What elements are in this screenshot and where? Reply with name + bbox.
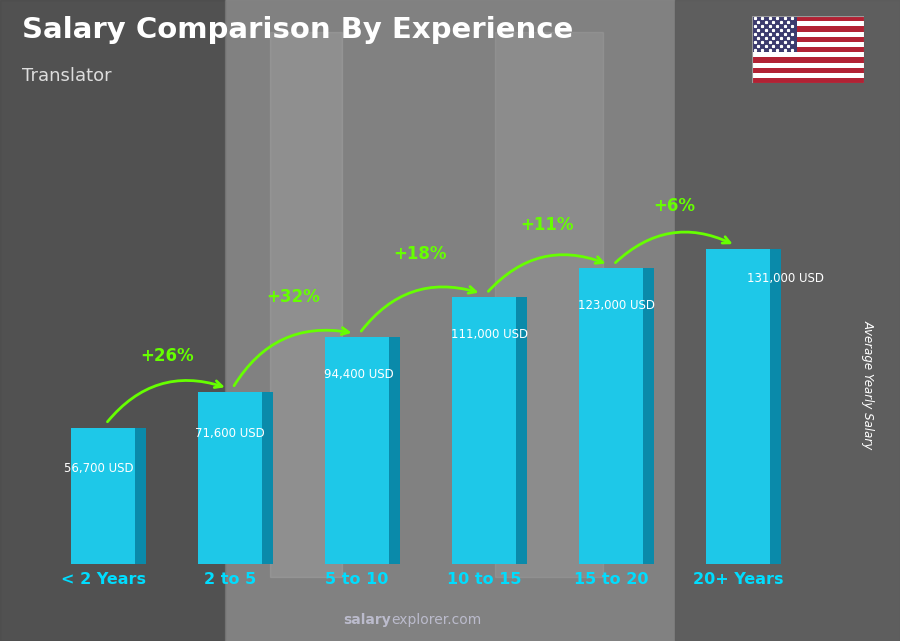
Text: salary: salary [344, 613, 392, 627]
Text: +32%: +32% [266, 288, 320, 306]
Bar [752, 42, 864, 47]
Bar [71, 428, 135, 564]
Bar [579, 269, 643, 564]
Bar [752, 21, 864, 26]
Text: +18%: +18% [393, 245, 447, 263]
Polygon shape [135, 428, 147, 564]
Text: +11%: +11% [520, 216, 574, 234]
Text: 94,400 USD: 94,400 USD [324, 368, 394, 381]
Polygon shape [516, 297, 527, 564]
Text: 131,000 USD: 131,000 USD [747, 272, 824, 285]
Bar [752, 37, 864, 42]
Polygon shape [262, 392, 274, 564]
Bar [325, 337, 389, 564]
Text: Average Yearly Salary: Average Yearly Salary [862, 320, 875, 449]
Bar [752, 31, 864, 37]
Bar [198, 392, 262, 564]
Bar [752, 73, 864, 78]
Bar [752, 78, 864, 83]
Text: 123,000 USD: 123,000 USD [578, 299, 655, 312]
Bar [752, 16, 796, 53]
Text: +26%: +26% [140, 347, 194, 365]
Text: Salary Comparison By Experience: Salary Comparison By Experience [22, 16, 574, 44]
Polygon shape [643, 269, 654, 564]
Text: 71,600 USD: 71,600 USD [194, 427, 265, 440]
Text: 111,000 USD: 111,000 USD [451, 328, 528, 341]
Bar [752, 58, 864, 63]
Bar [225, 0, 675, 641]
Bar [675, 0, 900, 641]
Bar [270, 32, 342, 577]
Bar [752, 47, 864, 53]
Bar [752, 63, 864, 68]
Bar [752, 53, 864, 58]
Bar [0, 0, 225, 641]
Bar [706, 249, 770, 564]
Text: explorer.com: explorer.com [392, 613, 482, 627]
Bar [452, 297, 516, 564]
Polygon shape [770, 249, 781, 564]
Bar [495, 32, 603, 577]
Polygon shape [389, 337, 400, 564]
Bar [752, 26, 864, 31]
Text: 56,700 USD: 56,700 USD [64, 462, 133, 476]
Text: +6%: +6% [653, 197, 696, 215]
Bar [752, 16, 864, 21]
Bar [752, 68, 864, 73]
Text: Translator: Translator [22, 67, 112, 85]
